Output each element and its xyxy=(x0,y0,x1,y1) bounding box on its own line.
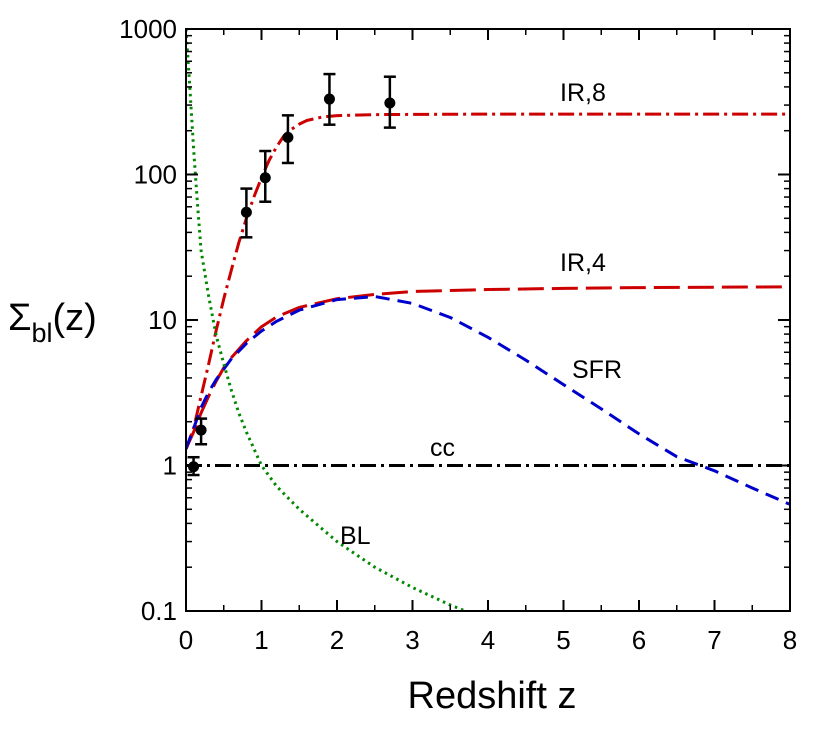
x-tick-label: 6 xyxy=(632,625,646,655)
y-tick-label: 10 xyxy=(148,305,177,335)
label-bl: BL xyxy=(340,522,371,550)
x-tick-label: 7 xyxy=(707,625,721,655)
label-ir4: IR,4 xyxy=(560,249,606,277)
data-point xyxy=(188,461,200,473)
y-axis-title-tail: (z) xyxy=(53,297,97,339)
data-point xyxy=(240,206,252,218)
data-points-layer xyxy=(187,72,396,477)
x-tick-label: 8 xyxy=(783,625,797,655)
label-ir8: IR,8 xyxy=(560,79,606,107)
x-tick-label: 3 xyxy=(405,625,419,655)
x-tick-label: 0 xyxy=(179,625,193,655)
data-point xyxy=(195,424,207,436)
y-tick-label: 1000 xyxy=(119,14,177,44)
data-point xyxy=(323,93,335,105)
data-point xyxy=(384,97,396,109)
x-tick-label: 5 xyxy=(556,625,570,655)
data-point xyxy=(259,172,271,184)
curves-layer xyxy=(186,29,790,611)
y-axis-title: Σbl(z) xyxy=(8,297,97,348)
label-cc: cc xyxy=(430,434,455,462)
series-line-ir-4 xyxy=(186,285,790,450)
x-axis-title: Redshift z xyxy=(408,675,577,717)
axis-ticks xyxy=(185,28,791,612)
y-tick-label: 100 xyxy=(134,160,177,190)
series-line-sfr xyxy=(186,295,790,506)
data-point xyxy=(282,131,294,143)
x-tick-label: 4 xyxy=(481,625,495,655)
x-tick-label: 1 xyxy=(254,625,268,655)
label-sfr: SFR xyxy=(572,356,622,384)
x-tick-label: 2 xyxy=(330,625,344,655)
y-tick-label: 1 xyxy=(163,451,177,481)
y-axis-title-main: Σ xyxy=(8,297,32,339)
series-line-bl xyxy=(186,29,466,611)
series-line-ir-8 xyxy=(186,112,790,450)
axis-tick-labels: 0 1 2 3 4 5 6 7 8 0.1 1 10 100 1000 xyxy=(119,14,797,655)
y-axis-title-subscript: bl xyxy=(32,318,53,348)
y-tick-label: 0.1 xyxy=(141,596,177,626)
